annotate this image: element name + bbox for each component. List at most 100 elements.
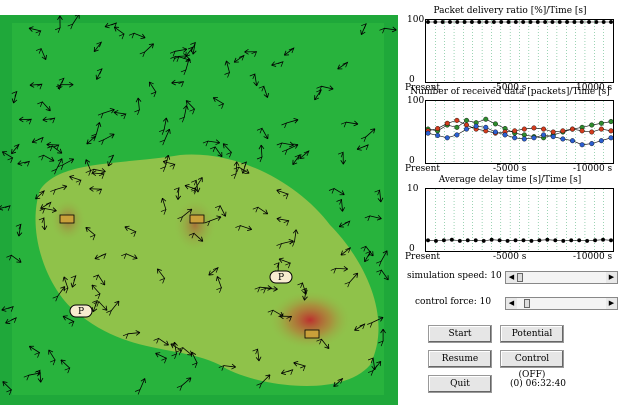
node-icon [37,101,51,112]
node-icon [93,300,108,311]
data-point [531,135,537,141]
node-icon [51,158,63,175]
chart-plot-area [425,100,614,164]
node-icon [11,90,18,104]
marker-p[interactable]: P [69,304,93,318]
node-icon [276,188,289,200]
potential-button[interactable]: Potential [500,325,564,343]
node-icon [297,282,308,295]
data-point [499,20,504,24]
node-icon [180,58,191,76]
data-point [545,237,550,242]
node-icon [340,247,352,256]
node-icon [86,135,97,145]
data-point [426,238,430,243]
node-icon [218,363,236,371]
slider-right-arrow-icon[interactable]: ▶ [606,298,617,309]
chart-plot-area [425,188,614,252]
data-point [579,128,585,134]
control-toggle-button[interactable]: Control (OFF) [500,350,564,380]
x-tick-label: Present [405,252,441,262]
hotspot [173,197,217,253]
slider-right-arrow-icon[interactable]: ▶ [606,272,617,283]
data-point [483,124,489,130]
data-point [435,126,441,132]
node-icon [134,378,146,395]
data-point [579,142,585,148]
node-icon [171,79,185,87]
node-icon [62,315,75,327]
data-point [608,238,613,243]
node-icon [54,15,63,33]
x-tick-label: -5000 s [493,252,527,262]
node-icon [176,377,192,391]
x-tick-label: -10000 s [573,83,613,93]
node-icon [134,97,142,116]
data-point [454,117,460,123]
slider-left-arrow-icon[interactable]: ◀ [506,272,517,283]
data-point [492,121,498,127]
node-icon [93,41,103,53]
node-icon [113,110,127,120]
data-point [577,238,582,243]
slider-left-arrow-icon[interactable]: ◀ [506,298,517,309]
node-icon [354,323,366,331]
data-point [512,128,518,134]
resume-button[interactable]: Resume [428,350,492,368]
data-point [565,20,570,24]
data-point [433,20,438,24]
data-point [598,126,604,132]
node-icon [69,174,82,186]
marker-p[interactable]: P [269,270,293,284]
quit-button[interactable]: Quit [428,375,492,393]
simulation-speed-slider[interactable]: ◀ ▶ [505,271,618,284]
node-icon [360,245,374,257]
control-force-slider[interactable]: ◀ ▶ [505,297,618,310]
node-icon [222,143,233,158]
node-icon [233,54,245,63]
svg-text:P: P [78,307,84,317]
node-icon [2,381,13,396]
data-point [464,126,470,132]
node-icon [177,346,193,356]
node-icon [91,122,102,140]
node-icon [50,184,68,195]
node-icon [107,154,115,167]
node-icon [70,275,77,288]
simulation-field[interactable]: P P [0,15,398,405]
slider-thumb[interactable] [517,273,523,282]
node-icon [128,32,146,40]
data-point [444,120,450,126]
data-point [608,119,613,125]
node-icon [177,208,193,222]
chart-average-delay: Average delay time [s]/Time [s] 10 0 Pre… [405,175,615,262]
node-icon [155,352,168,364]
data-point [469,20,474,24]
node-icon [91,299,98,313]
node-icon [281,118,299,129]
data-point [535,20,540,24]
data-point [521,238,526,243]
y-min-label: 0 [409,156,415,166]
node-icon [356,144,369,151]
data-point [462,20,467,24]
base-station [189,214,205,224]
node-icon [256,144,265,163]
node-icon [159,128,171,146]
node-icon [202,139,221,147]
slider-thumb[interactable] [524,299,530,308]
node-icon [160,154,171,172]
chart-title: Number of received data [packets]/Time [… [410,87,610,97]
node-icon [367,357,378,371]
node-icon [344,272,359,288]
y-max-label: 100 [407,96,425,106]
data-point [601,237,606,242]
node-icon [85,226,96,241]
node-icon [15,223,23,237]
node-icon [1,151,14,164]
start-button[interactable]: Start [428,325,492,343]
node-icon [330,265,349,274]
node-icon [11,143,20,155]
base-station [59,214,75,224]
node-icon [46,141,60,151]
